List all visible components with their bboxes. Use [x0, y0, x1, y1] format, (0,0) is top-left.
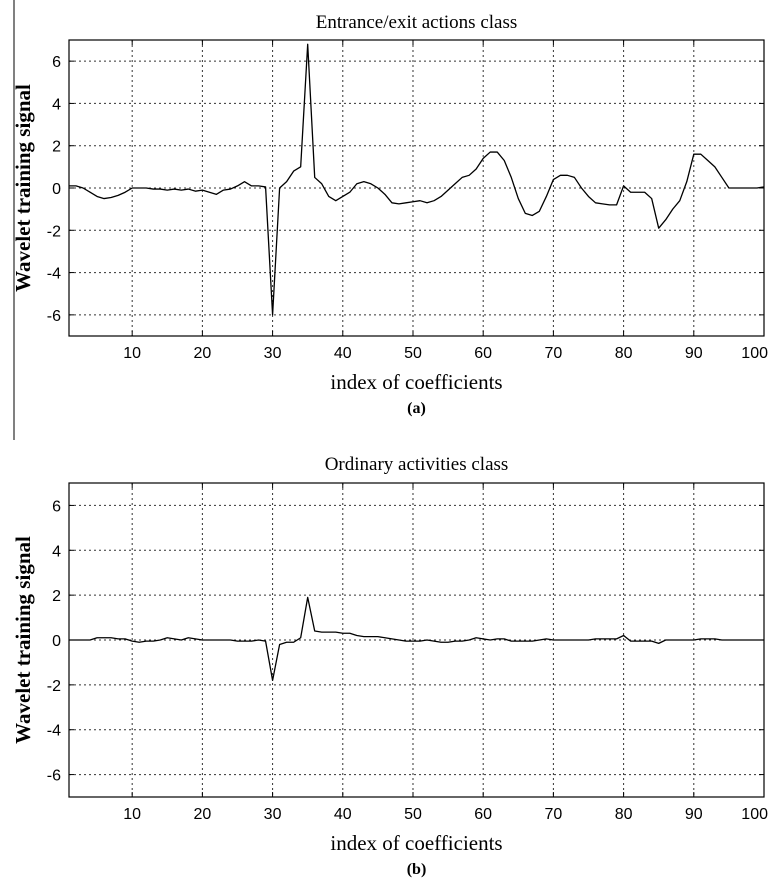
x-tick-label: 100 [741, 345, 768, 362]
x-tick-label: 80 [615, 806, 633, 823]
y-tick-label: 2 [52, 139, 61, 156]
panel-caption: (a) [407, 400, 426, 417]
y-tick-label: -6 [47, 768, 61, 785]
panel-caption: (b) [407, 861, 427, 878]
x-tick-label: 10 [123, 806, 141, 823]
x-tick-label: 80 [615, 345, 633, 362]
y-tick-label: 6 [52, 54, 61, 71]
x-axis-label: index of coefficients [330, 370, 502, 394]
series-line [69, 596, 764, 682]
x-tick-label: 10 [123, 345, 141, 362]
y-tick-label: 2 [52, 588, 61, 605]
y-tick-label: 0 [52, 633, 61, 650]
x-tick-label: 90 [685, 345, 703, 362]
x-tick-label: 30 [264, 345, 282, 362]
x-tick-label: 60 [474, 806, 492, 823]
x-tick-label: 40 [334, 345, 352, 362]
y-tick-label: 6 [52, 498, 61, 515]
x-tick-label: 40 [334, 806, 352, 823]
x-tick-label: 70 [544, 806, 562, 823]
y-tick-label: -2 [47, 678, 61, 695]
x-axis-label: index of coefficients [330, 831, 502, 855]
y-tick-label: -2 [47, 223, 61, 240]
y-tick-label: -6 [47, 308, 61, 325]
chart-title: Entrance/exit actions class [316, 12, 518, 33]
y-axis-label: Wavelet training signal [11, 84, 35, 292]
x-tick-label: 30 [264, 806, 282, 823]
x-tick-label: 50 [404, 806, 422, 823]
x-tick-label: 100 [741, 806, 768, 823]
series-line [69, 43, 765, 316]
x-tick-label: 20 [193, 345, 211, 362]
x-tick-label: 50 [404, 345, 422, 362]
x-tick-label: 60 [474, 345, 492, 362]
y-tick-label: 4 [52, 96, 61, 113]
x-tick-label: 90 [685, 806, 703, 823]
chart-title: Ordinary activities class [325, 454, 509, 475]
y-tick-label: 4 [52, 543, 61, 560]
x-tick-label: 20 [193, 806, 211, 823]
x-tick-label: 70 [544, 345, 562, 362]
y-tick-label: -4 [47, 266, 61, 283]
y-axis-label: Wavelet training signal [11, 536, 35, 744]
y-tick-label: -4 [47, 723, 61, 740]
y-tick-label: 0 [52, 181, 61, 198]
